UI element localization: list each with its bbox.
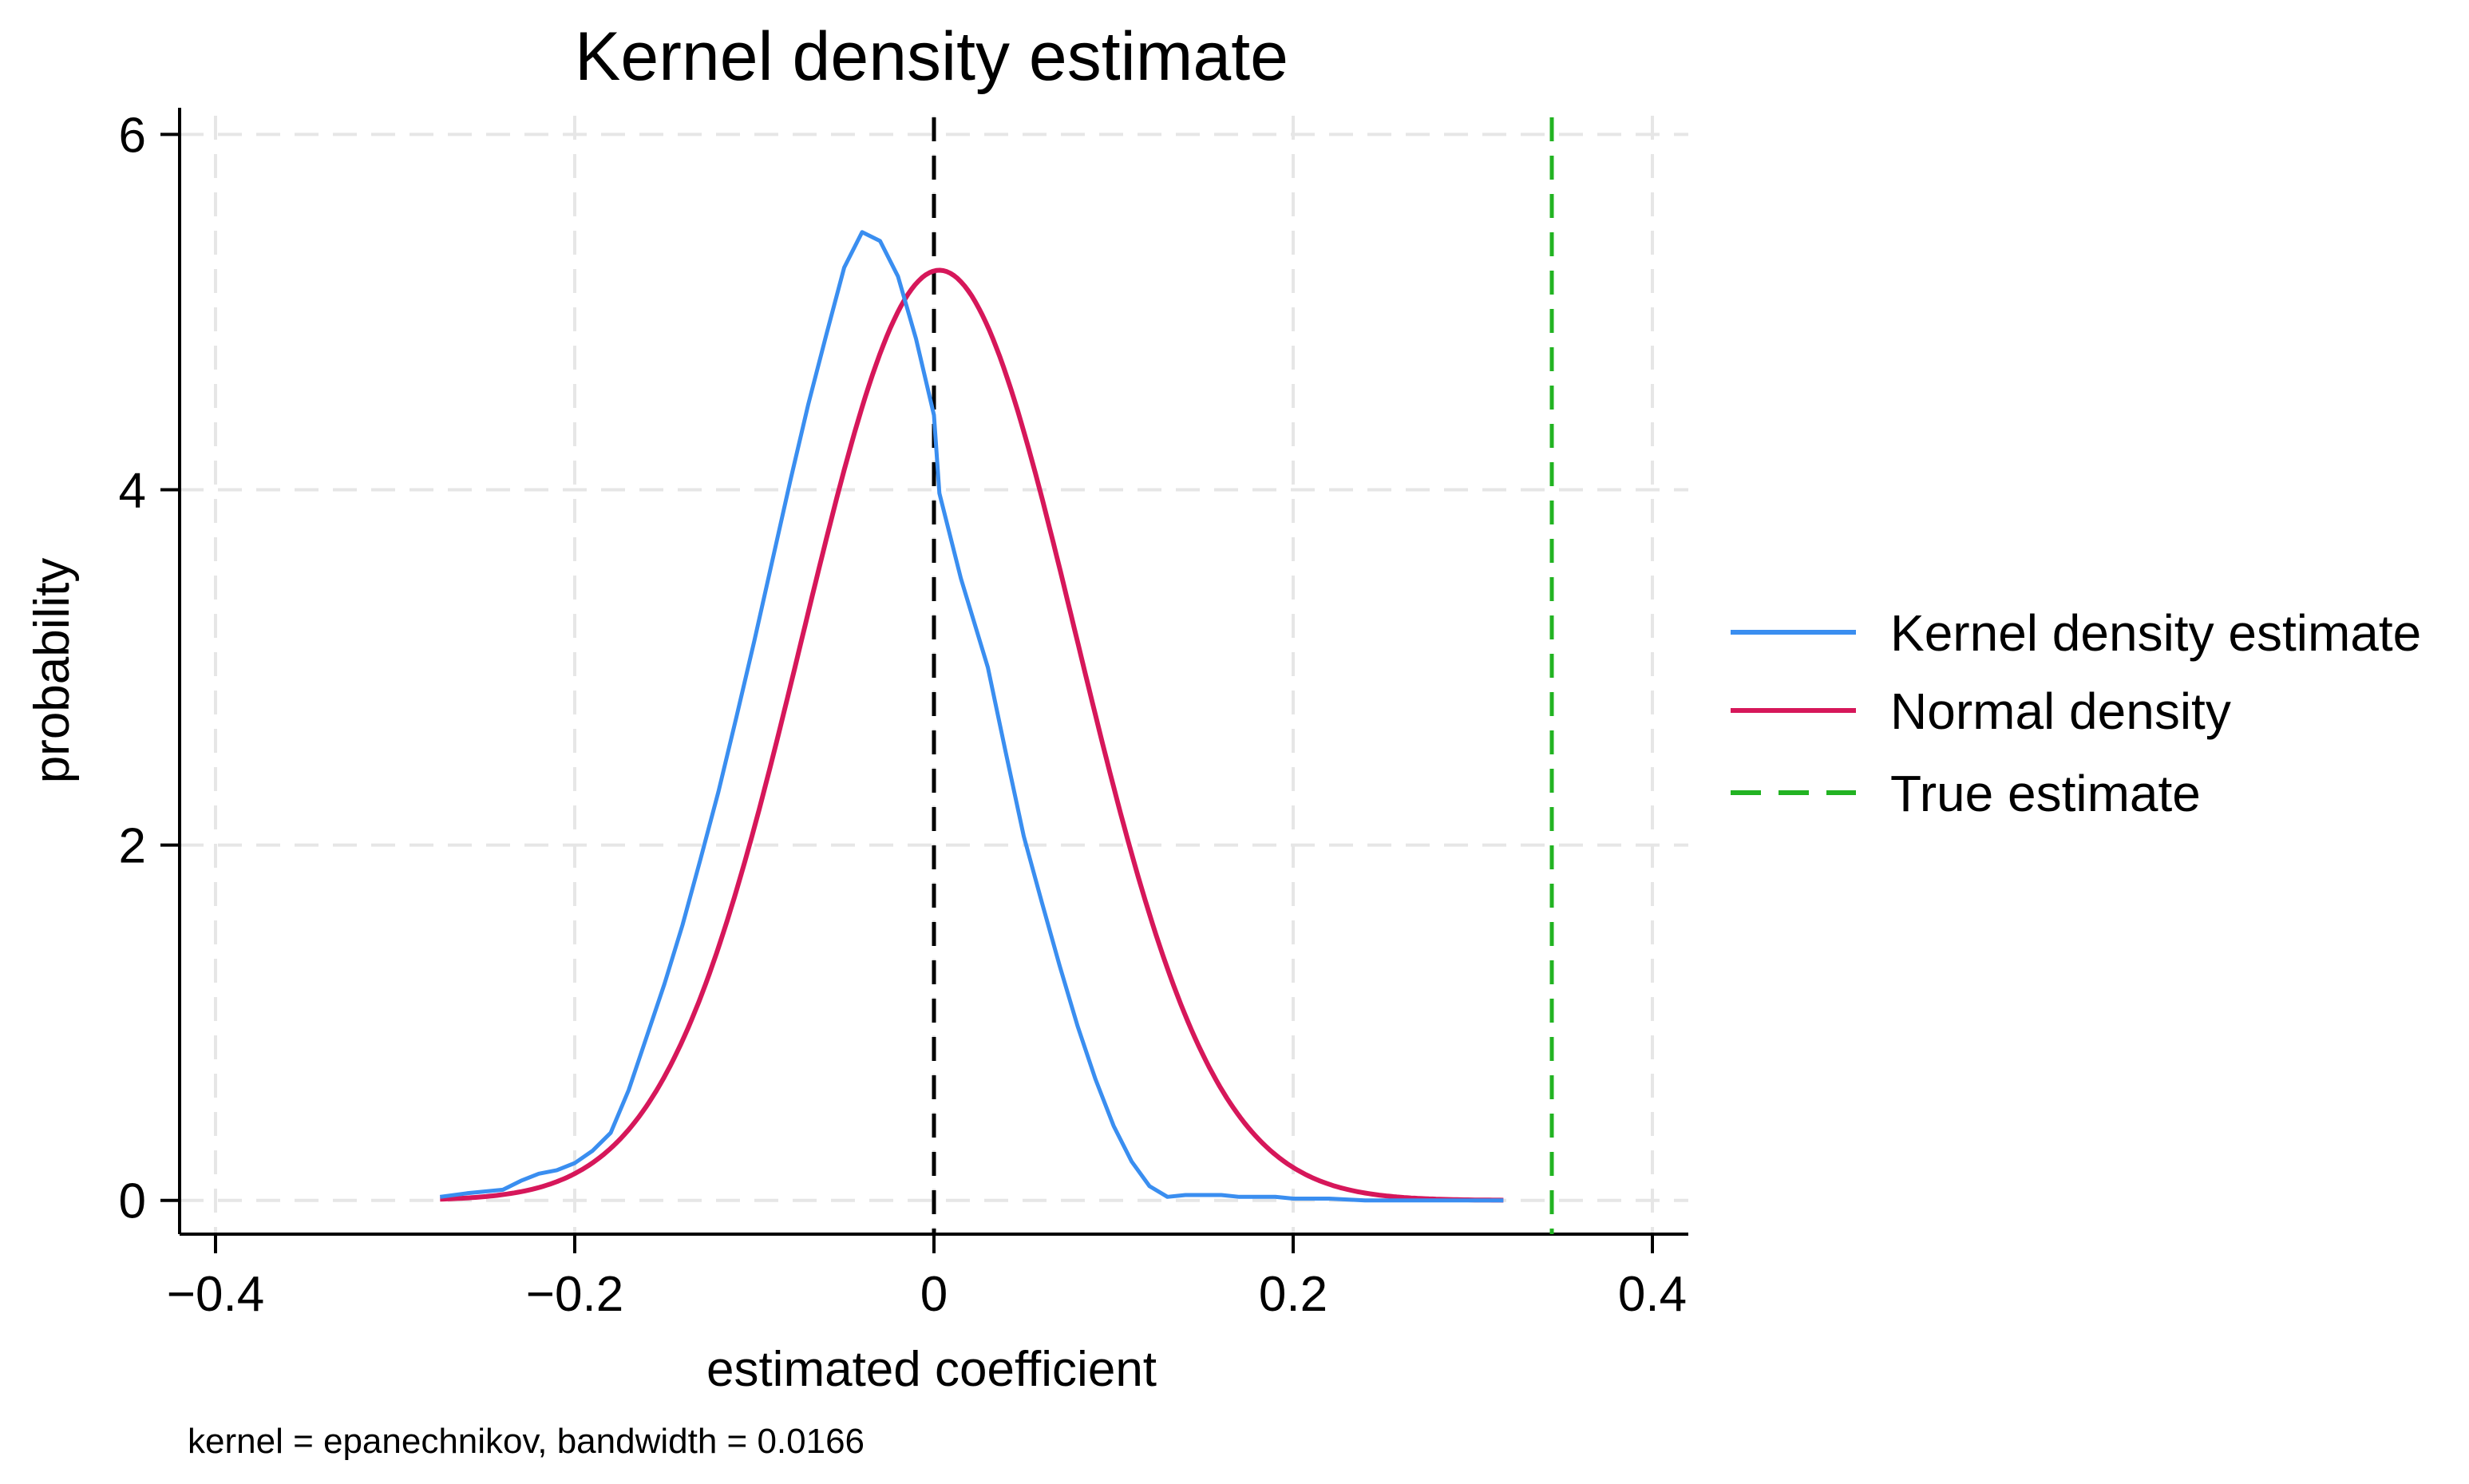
chart-title: Kernel density estimate	[575, 18, 1288, 95]
x-tick-label-4: 0.4	[1618, 1267, 1687, 1322]
normal-density-line	[440, 267, 1504, 1203]
legend-label-true-estimate: True estimate	[1890, 765, 2201, 822]
y-tick-label-3: 6	[119, 108, 146, 163]
x-tick-label-2: 0	[920, 1267, 948, 1322]
gridlines	[180, 116, 1688, 1234]
y-axis-title: probability	[25, 558, 80, 784]
y-tick-label-1: 2	[119, 819, 146, 874]
x-tick-label-3: 0.2	[1259, 1267, 1327, 1322]
x-axis-ticks: −0.4 −0.2 0 0.2 0.4	[167, 1234, 1687, 1322]
x-tick-label-0: −0.4	[167, 1267, 264, 1322]
legend-label-normal: Normal density	[1890, 683, 2231, 740]
y-tick-label-0: 0	[119, 1174, 146, 1229]
x-axis-title: estimated coefficient	[706, 1342, 1157, 1397]
x-tick-label-1: −0.2	[526, 1267, 623, 1322]
y-axis-ticks: 0 2 4 6	[119, 108, 180, 1229]
y-tick-label-2: 4	[119, 463, 146, 518]
legend: Kernel density estimate Normal density T…	[1731, 604, 2421, 822]
kernel-density-line	[439, 230, 1504, 1203]
chart-note: kernel = epanechnikov, bandwidth = 0.016…	[188, 1422, 865, 1461]
legend-label-kernel: Kernel density estimate	[1890, 604, 2421, 662]
plot-area	[439, 117, 1554, 1234]
